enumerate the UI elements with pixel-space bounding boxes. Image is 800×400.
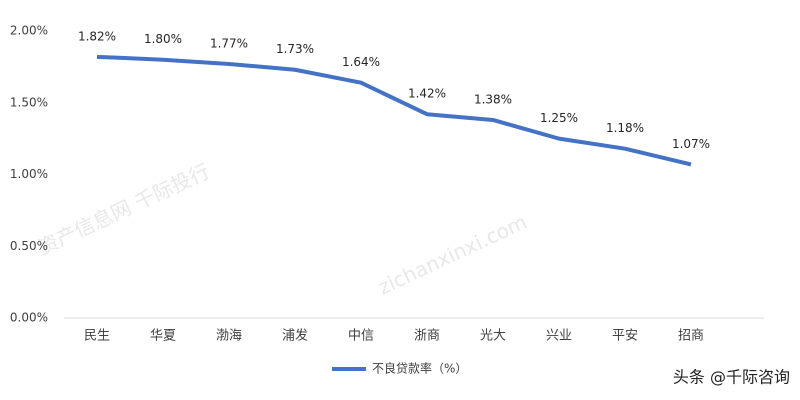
y-tick-label: 0.50%: [10, 239, 48, 253]
y-tick-label: 1.50%: [10, 95, 48, 109]
value-label: 1.25%: [540, 111, 578, 125]
x-tick-label: 民生: [84, 329, 110, 344]
y-tick-label: 0.00%: [10, 311, 48, 325]
x-tick-label: 平安: [612, 329, 638, 344]
watermark: 资产信息网 千际投行: [34, 159, 213, 260]
y-tick-label: 2.00%: [10, 24, 48, 38]
watermark: zichanxinxi.com: [374, 210, 530, 300]
y-tick-label: 1.00%: [10, 167, 48, 181]
x-tick-label: 浙商: [414, 329, 440, 344]
legend-label: 不良贷款率（%）: [372, 361, 467, 376]
x-tick-label: 浦发: [282, 328, 308, 344]
value-label: 1.18%: [606, 121, 644, 135]
value-label: 1.07%: [672, 137, 710, 151]
value-label: 1.42%: [408, 87, 446, 101]
value-label: 1.73%: [276, 42, 314, 56]
x-tick-label: 招商: [678, 329, 704, 344]
line: [96, 54, 692, 167]
x-tick-label: 华夏: [150, 329, 176, 344]
x-tick-label: 光大: [480, 329, 506, 344]
value-label: 1.82%: [78, 29, 116, 43]
value-label: 1.38%: [474, 92, 512, 106]
value-label: 1.77%: [210, 37, 248, 51]
credit: 头条 @千际咨询: [673, 368, 790, 387]
x-tick-label: 兴业: [546, 329, 572, 344]
x-tick-label: 中信: [348, 329, 374, 344]
value-label: 1.80%: [144, 32, 182, 46]
x-tick-label: 渤海: [216, 328, 242, 344]
value-label: 1.64%: [342, 55, 380, 69]
